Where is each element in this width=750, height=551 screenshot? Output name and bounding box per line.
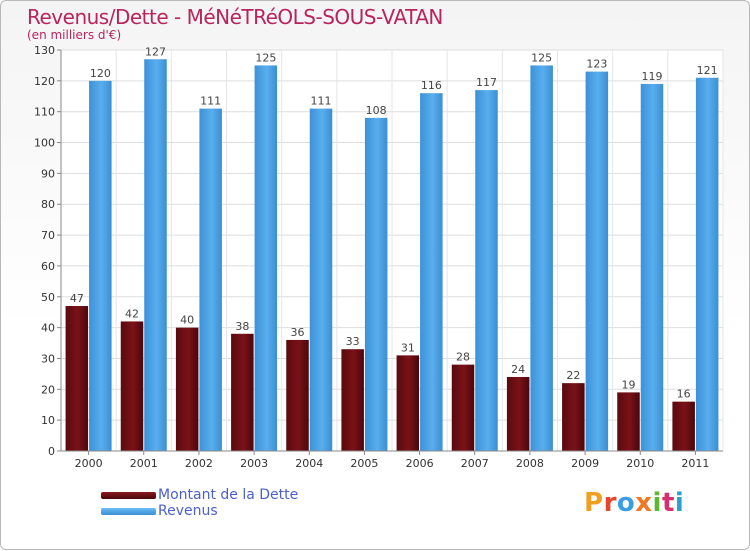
data-label-debt: 38 [235,320,249,333]
data-label-debt: 22 [566,369,580,382]
x-tick-label: 2011 [681,457,709,470]
bar-revenue [199,108,222,451]
bar-debt [231,333,254,451]
data-label-revenue: 123 [586,58,607,71]
chart-legend: Montant de la Dette Revenus [101,487,298,519]
x-tick-label: 2000 [75,457,103,470]
x-tick-label: 2006 [406,457,434,470]
y-tick-label: 100 [34,137,55,150]
bar-debt [562,383,585,451]
bar-debt [617,392,640,451]
y-tick-label: 90 [41,167,55,180]
data-label-debt: 42 [125,307,139,320]
logo-letter: P [584,488,604,518]
logo-letter: r [603,488,617,518]
chart-title: Revenus/Dette - MéNéTRéOLS-SOUS-VATAN [27,5,443,29]
y-tick-label: 80 [41,198,55,211]
x-tick-label: 2002 [185,457,213,470]
x-tick-label: 2007 [461,457,489,470]
x-tick-label: 2010 [626,457,654,470]
bar-debt [506,376,530,451]
data-label-revenue: 117 [476,76,497,89]
bar-debt [396,355,420,451]
data-label-revenue: 119 [642,70,663,83]
legend-item-revenue: Revenus [101,503,298,519]
y-tick-label: 70 [41,229,55,242]
logo-letter: o [616,488,636,518]
data-label-revenue: 125 [531,51,552,64]
data-label-revenue: 120 [90,67,111,80]
y-tick-label: 10 [41,414,55,427]
bar-debt [451,364,475,451]
x-tick-label: 2003 [240,457,268,470]
data-label-debt: 16 [677,388,691,401]
bar-revenue [364,117,388,451]
data-label-revenue: 121 [697,64,718,77]
x-tick-label: 2008 [516,457,544,470]
bar-revenue [695,77,719,451]
data-label-debt: 31 [401,341,415,354]
x-tick-label: 2001 [130,457,158,470]
x-tick-label: 2005 [350,457,378,470]
legend-swatch-debt [101,491,156,499]
logo-letter: t [661,488,675,518]
data-label-revenue: 127 [145,45,166,58]
bar-debt [672,401,695,451]
y-tick-label: 130 [34,44,55,57]
data-label-debt: 19 [622,378,636,391]
data-label-revenue: 111 [311,95,332,108]
data-label-debt: 40 [180,314,194,327]
bar-revenue [585,71,609,451]
legend-label-debt: Montant de la Dette [158,487,299,503]
y-tick-label: 0 [48,445,55,458]
y-tick-label: 30 [41,352,55,365]
x-tick-label: 2004 [295,457,323,470]
data-label-revenue: 125 [255,51,276,64]
data-label-revenue: 108 [366,104,387,117]
proxiti-logo: Proxiti [584,488,684,518]
data-label-debt: 24 [511,363,525,376]
data-label-debt: 33 [346,335,360,348]
y-tick-label: 60 [41,260,55,273]
legend-swatch-revenue [101,507,156,515]
data-label-debt: 36 [291,326,305,339]
bar-debt [65,306,89,451]
bar-revenue [475,90,498,451]
bar-debt [341,349,364,451]
legend-item-debt: Montant de la Dette [101,487,298,503]
bar-debt [286,339,309,451]
legend-label-revenue: Revenus [158,503,218,519]
y-tick-label: 110 [34,106,55,119]
y-tick-label: 50 [41,291,55,304]
data-label-revenue: 116 [421,79,442,92]
data-label-debt: 47 [70,292,84,305]
bar-revenue [309,108,333,451]
x-tick-label: 2009 [571,457,599,470]
bar-revenue [144,59,167,451]
logo-letter: i [652,488,662,518]
bar-revenue [254,65,278,451]
logo-letter: i [674,488,685,518]
bar-debt [175,327,199,451]
bar-revenue [640,83,664,451]
y-tick-label: 20 [41,383,55,396]
chart-subtitle: (en milliers d'€) [27,28,122,42]
bar-revenue [89,80,112,451]
logo-letter: x [635,488,653,518]
bar-debt [120,321,144,451]
data-label-revenue: 111 [200,95,221,108]
bar-revenue [420,93,443,451]
y-tick-label: 120 [34,75,55,88]
data-label-debt: 28 [456,351,470,364]
bar-revenue [530,65,553,451]
y-tick-label: 40 [41,322,55,335]
